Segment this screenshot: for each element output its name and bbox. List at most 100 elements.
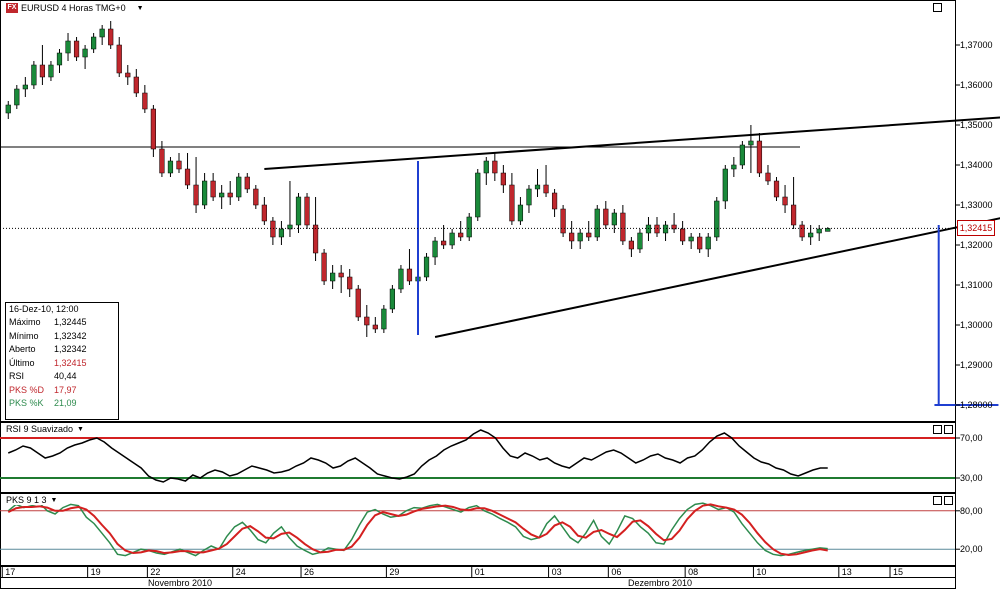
candle-body — [782, 196, 788, 206]
price-tick-label: 1,36000 — [960, 80, 993, 90]
day-label: 01 — [475, 567, 485, 577]
candle-body — [722, 168, 728, 202]
rsi-axis-ticks: 70,00 30,00 — [955, 433, 983, 483]
price-tick-label: 1,31000 — [960, 280, 993, 290]
rsi-pane: 70,00 30,00 — [0, 422, 983, 493]
stochastic-axis-ticks: 80,00 20,00 — [955, 506, 983, 554]
candle-body — [133, 76, 139, 94]
fx-logo-icon: FX — [6, 3, 18, 13]
candle-body — [458, 232, 464, 238]
candle-body — [261, 204, 267, 222]
target-lines — [417, 161, 999, 406]
candle-body — [150, 108, 156, 150]
rsi-pane-title[interactable]: RSI 9 Suavizado ▼ — [6, 424, 84, 434]
candle-body — [270, 220, 276, 238]
candle-body — [312, 224, 319, 254]
rsi-line — [7, 429, 828, 483]
candle-body — [645, 224, 652, 234]
trendlines — [264, 116, 1000, 338]
candle-body — [372, 324, 378, 330]
month-label-december: Dezembro 2010 — [628, 578, 692, 588]
candle-body — [176, 160, 182, 170]
chart-header[interactable]: FX EURUSD 4 Horas TMG+0 ▼ — [6, 2, 144, 14]
data-row-open: Aberto 1,32342 — [9, 344, 87, 354]
maximize-price-pane-icon[interactable] — [933, 3, 942, 12]
candle-body — [500, 172, 506, 186]
candle-body — [748, 140, 754, 146]
maximize-stochastic-pane-icon[interactable] — [933, 496, 942, 505]
stochastic-tick-label: 80,00 — [960, 506, 983, 516]
close-rsi-pane-icon[interactable] — [944, 425, 953, 434]
chevron-down-icon[interactable]: ▼ — [50, 496, 58, 504]
day-label: 22 — [150, 567, 160, 577]
candle-body — [483, 160, 489, 174]
candle-body — [714, 200, 720, 238]
candle-body — [14, 88, 20, 106]
day-label: 13 — [842, 567, 852, 577]
stochastic-pane-frame — [0, 493, 956, 566]
candle-body — [466, 216, 472, 238]
rsi-tick-label: 30,00 — [960, 473, 983, 483]
price-tick-label: 1,32000 — [960, 240, 993, 250]
maximize-rsi-pane-icon[interactable] — [933, 425, 942, 434]
candle-body — [765, 172, 771, 182]
candle-body — [202, 180, 208, 206]
day-label: 15 — [893, 567, 903, 577]
candle-body — [526, 188, 532, 206]
candle-body — [91, 36, 97, 50]
candle-body — [22, 84, 28, 90]
candle-body — [236, 176, 242, 198]
data-row-pks-k: PKS %K 21,09 — [9, 398, 77, 408]
candle-body — [517, 204, 524, 222]
candle-body — [48, 64, 54, 78]
candle-body — [586, 232, 592, 238]
candle-body — [73, 40, 80, 58]
candle-body — [603, 208, 609, 226]
price-tick-label: 1,30000 — [960, 320, 993, 330]
data-row-last: Último 1,32415 — [9, 357, 87, 368]
price-tick-label: 1,29000 — [960, 360, 993, 370]
stochastic-pane-title[interactable]: PKS 9 1 3 ▼ — [6, 495, 58, 505]
candle-body — [688, 236, 694, 242]
stochastic-title-text: PKS 9 1 3 — [6, 495, 47, 505]
candle-body — [662, 224, 669, 234]
candle-body — [551, 192, 558, 210]
rsi-reference-lines — [0, 437, 955, 479]
day-label: 26 — [304, 567, 314, 577]
day-label: 24 — [236, 567, 246, 577]
candle-body — [287, 224, 293, 230]
candle-body — [125, 72, 131, 78]
candle-body — [577, 232, 583, 242]
candle-body — [56, 52, 63, 66]
candle-body — [304, 196, 310, 226]
chevron-down-icon[interactable]: ▼ — [136, 4, 144, 12]
candle-body — [167, 160, 174, 174]
candle-body — [381, 308, 387, 330]
candle-body — [799, 224, 805, 238]
candle-body — [338, 272, 344, 278]
chevron-down-icon[interactable]: ▼ — [77, 425, 84, 433]
candle-body — [116, 44, 122, 74]
rsi-title-text: RSI 9 Suavizado — [6, 424, 74, 434]
candle-body — [184, 168, 191, 186]
candle-body — [330, 272, 336, 282]
close-stochastic-pane-icon[interactable] — [944, 496, 953, 505]
candle-body — [680, 228, 686, 242]
candle-body — [398, 268, 404, 290]
stochastic-k-line — [7, 502, 828, 557]
candle-body — [560, 208, 566, 234]
candle-body — [99, 28, 105, 38]
day-label: 29 — [389, 567, 399, 577]
candle-body — [739, 144, 745, 166]
candle-body — [5, 104, 11, 114]
candle-body — [227, 192, 233, 198]
day-label: 03 — [552, 567, 562, 577]
rsi-pane-frame — [0, 422, 956, 493]
candle-body — [278, 228, 285, 238]
candle-body — [441, 240, 447, 246]
candle-body — [611, 212, 617, 226]
candle-body — [628, 240, 634, 250]
day-label: 08 — [688, 567, 698, 577]
candle-body — [423, 256, 430, 278]
day-label: 06 — [611, 567, 621, 577]
